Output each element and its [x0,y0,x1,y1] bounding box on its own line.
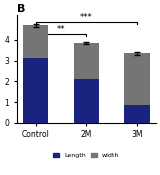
Bar [23,58,48,123]
Bar [74,79,99,123]
Text: B: B [17,4,25,14]
Text: **: ** [57,25,65,34]
Bar [124,53,149,105]
Text: ***: *** [80,13,93,22]
Bar [74,43,99,79]
Bar [124,105,149,123]
Bar [23,25,48,58]
Legend: Length, width: Length, width [50,150,122,161]
